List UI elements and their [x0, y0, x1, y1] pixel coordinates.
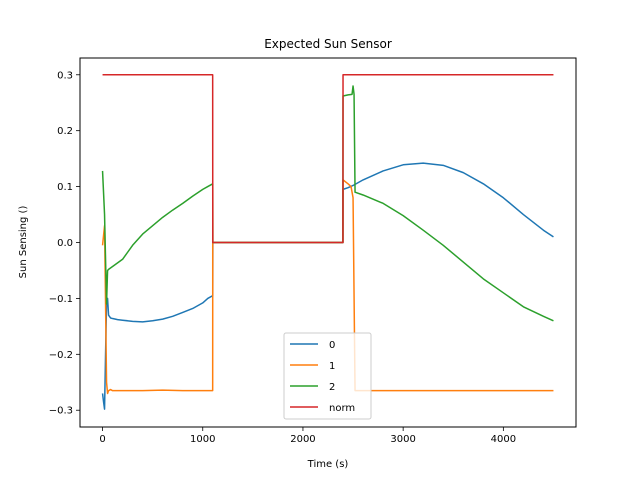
legend-entries: 0 1 2 norm: [290, 340, 355, 414]
y-axis-label: Sun Sensing (): [18, 206, 29, 279]
plot-area: [101, 74, 554, 410]
x-tick-label: 1000: [190, 434, 215, 445]
legend-label-norm: norm: [329, 403, 355, 414]
x-tick-label: 3000: [390, 434, 415, 445]
legend-label-0: 0: [329, 340, 335, 351]
chart-title: Expected Sun Sensor: [264, 37, 392, 51]
legend-label-2: 2: [329, 382, 335, 393]
y-tick-label: −0.3: [49, 406, 73, 417]
legend-box: [283, 332, 372, 420]
y-axis: −0.3 −0.2 −0.1 0.0 0.1 0.2 0.3: [49, 70, 80, 417]
series-line-norm: [102, 74, 554, 244]
y-tick-label: 0.0: [57, 238, 73, 249]
y-tick-label: −0.2: [49, 350, 73, 361]
y-tick-label: 0.1: [57, 182, 73, 193]
x-axis: 0 1000 2000 3000 4000: [99, 427, 516, 445]
x-axis-label: Time (s): [307, 459, 349, 470]
legend-label-1: 1: [329, 361, 335, 372]
legend: 0 1 2 norm: [283, 332, 372, 420]
x-tick-label: 0: [99, 434, 105, 445]
x-tick-label: 4000: [491, 434, 516, 445]
y-tick-label: 0.2: [57, 126, 73, 137]
y-tick-label: −0.1: [49, 294, 73, 305]
y-tick-label: 0.3: [57, 70, 73, 81]
x-tick-label: 2000: [290, 434, 315, 445]
